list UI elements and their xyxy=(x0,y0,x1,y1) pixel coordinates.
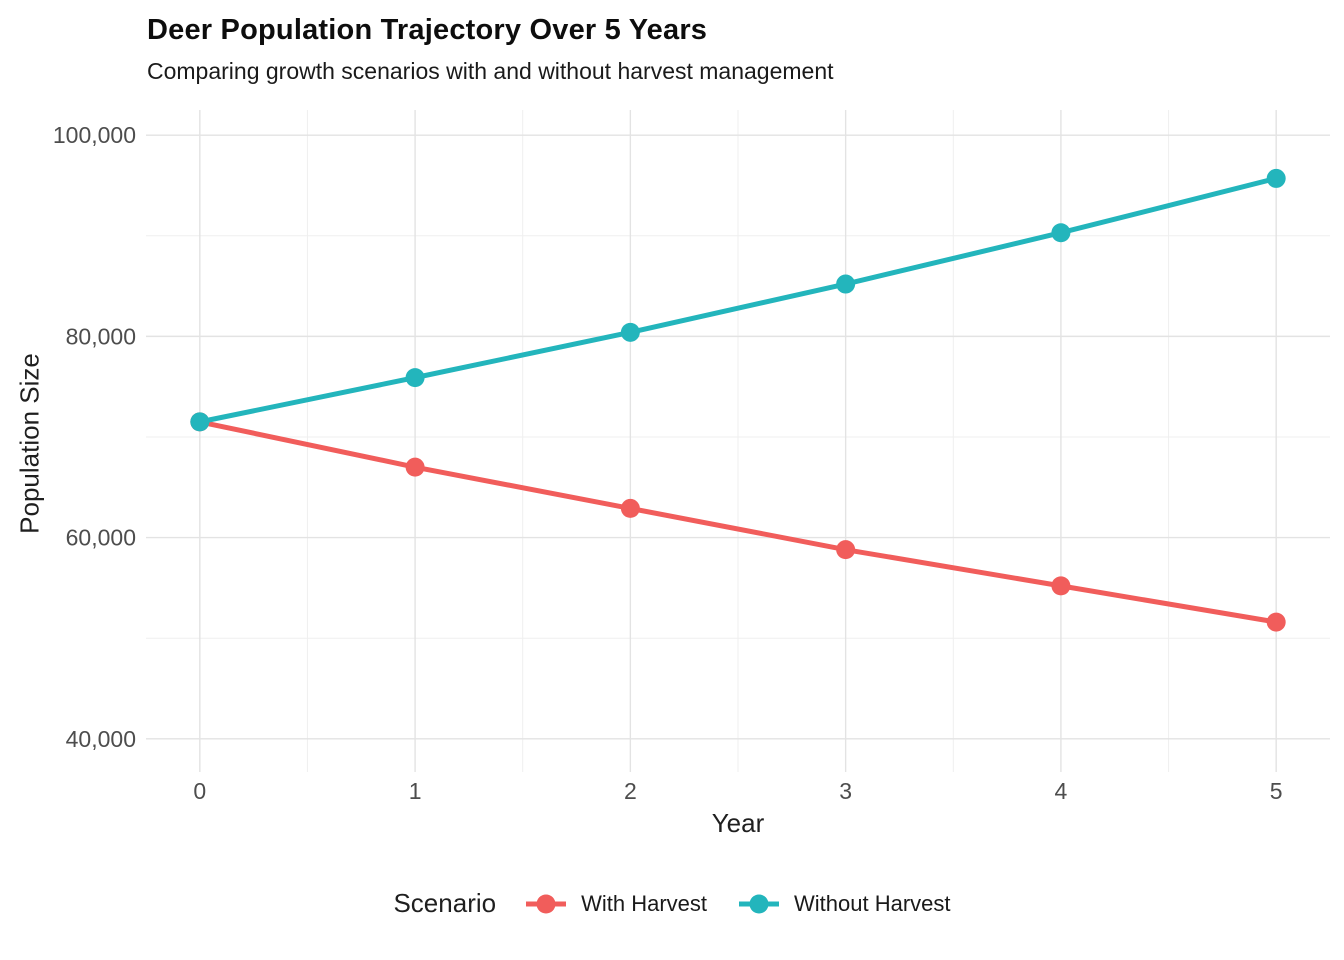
legend-title: Scenario xyxy=(393,888,497,918)
x-tick-label: 2 xyxy=(624,778,637,804)
y-axis-title: Population Size xyxy=(14,353,45,534)
series-line-without-harvest xyxy=(197,175,1279,425)
data-point-without-harvest xyxy=(1266,168,1286,188)
legend-key-icon xyxy=(526,894,567,913)
data-point-with-harvest xyxy=(1266,612,1286,632)
x-tick-label: 0 xyxy=(193,778,206,804)
data-point-with-harvest xyxy=(836,540,856,560)
data-point-without-harvest xyxy=(1051,223,1071,243)
legend-item-with-harvest: With Harvest xyxy=(524,891,707,917)
chart-subtitle: Comparing growth scenarios with and with… xyxy=(147,58,834,84)
x-tick-label: 3 xyxy=(839,778,852,804)
series-line-with-harvest xyxy=(197,419,1279,625)
legend-key-dot xyxy=(749,894,769,913)
data-point-without-harvest xyxy=(836,274,856,294)
x-tick-label: 4 xyxy=(1055,778,1068,804)
legend-key-icon xyxy=(739,894,780,913)
legend-items: With Harvest Without Harvest xyxy=(524,891,951,917)
y-tick-label: 60,000 xyxy=(66,525,136,551)
data-point-without-harvest xyxy=(190,412,210,432)
data-point-without-harvest xyxy=(620,322,640,342)
legend-label: Without Harvest xyxy=(794,890,951,916)
chart-title: Deer Population Trajectory Over 5 Years xyxy=(147,14,708,46)
data-point-without-harvest xyxy=(405,368,425,388)
y-tick-label: 80,000 xyxy=(66,323,136,349)
x-tick-label: 5 xyxy=(1270,778,1283,804)
x-tick-label: 1 xyxy=(409,778,422,804)
x-axis-title: Year xyxy=(711,808,765,838)
legend: Scenario With Harvest Without Harvest xyxy=(0,888,1344,919)
data-point-with-harvest xyxy=(620,498,640,518)
legend-item-without-harvest: Without Harvest xyxy=(737,891,951,917)
y-tick-label: 40,000 xyxy=(66,726,136,752)
legend-key-dot xyxy=(536,894,556,913)
y-tick-label: 100,000 xyxy=(53,122,136,148)
data-point-with-harvest xyxy=(1051,576,1071,596)
legend-label: With Harvest xyxy=(581,890,708,916)
data-point-with-harvest xyxy=(405,457,425,477)
